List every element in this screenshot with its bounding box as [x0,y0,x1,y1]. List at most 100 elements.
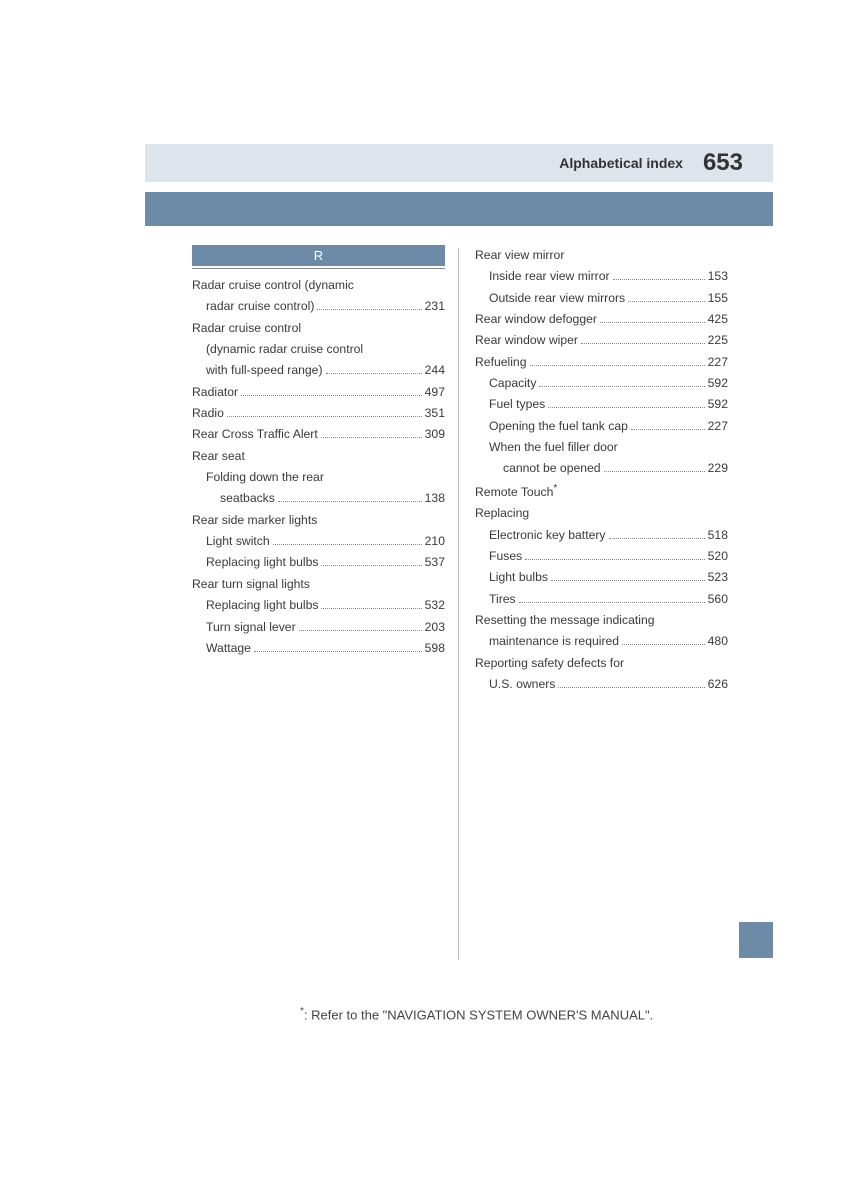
index-entry-label: Refueling [475,352,527,373]
index-entry-page: 227 [708,416,728,437]
index-entry-label: Radiator [192,382,238,403]
leader-dots [273,544,422,545]
leader-dots [317,309,421,310]
leader-dots [321,565,421,566]
index-entry-page: 229 [708,458,728,479]
index-entry-label: Outside rear view mirrors [489,288,625,309]
index-entry-label: (dynamic radar cruise control [206,339,363,360]
leader-dots [321,437,422,438]
index-entry-page: 231 [425,296,445,317]
index-entry: Folding down the rear [192,467,445,488]
index-entry: Light switch 210 [192,531,445,552]
index-entry-page: 210 [425,531,445,552]
index-entry-label: Replacing light bulbs [206,595,318,616]
index-entry-label: with full-speed range) [206,360,323,381]
index-entry-label: Light switch [206,531,270,552]
index-entry: Rear window defogger425 [475,309,728,330]
index-entry: with full-speed range) 244 [192,360,445,381]
content-columns: R Radar cruise control (dynamicradar cru… [192,245,728,695]
index-entry: maintenance is required480 [475,631,728,652]
page-container: Alphabetical index 653 R Radar cruise co… [0,0,848,1200]
index-entry-page: 244 [425,360,445,381]
index-entry: Fuel types592 [475,394,728,415]
index-entry-label: maintenance is required [489,631,619,652]
index-entry: Rear window wiper225 [475,330,728,351]
left-entries: Radar cruise control (dynamicradar cruis… [192,275,445,659]
index-entry-page: 518 [708,525,728,546]
leader-dots [227,416,422,417]
section-header-letter: R [192,245,445,266]
index-entry-label: Radio [192,403,224,424]
index-entry-label: Capacity [489,373,536,394]
index-entry-page: 592 [708,373,728,394]
index-entry-label: Rear Cross Traffic Alert [192,424,318,445]
index-entry-label: radar cruise control) [206,296,314,317]
leader-dots [321,608,421,609]
index-entry-label: Rear seat [192,446,245,467]
index-entry: Electronic key battery 518 [475,525,728,546]
leader-dots [241,395,422,396]
leader-dots [631,429,705,430]
index-entry: radar cruise control) 231 [192,296,445,317]
index-entry-label: Electronic key battery [489,525,606,546]
index-entry-label: Tires [489,589,516,610]
index-entry-label: Reporting safety defects for [475,653,624,674]
index-entry-page: 537 [425,552,445,573]
index-entry: Replacing light bulbs532 [192,595,445,616]
side-tab [739,922,773,958]
leader-dots [581,343,705,344]
index-entry-page: 598 [425,638,445,659]
index-entry-label: Resetting the message indicating [475,610,655,631]
index-entry-label: Replacing light bulbs [206,552,318,573]
index-entry-label: seatbacks [220,488,275,509]
leader-dots [254,651,422,652]
header-bar: Alphabetical index 653 [145,144,773,182]
index-entry-page: 497 [425,382,445,403]
leader-dots [551,580,705,581]
index-entry-label: U.S. owners [489,674,555,695]
index-entry-page: 425 [708,309,728,330]
index-entry: Replacing [475,503,728,524]
index-entry: Replacing light bulbs 537 [192,552,445,573]
index-entry-page: 351 [425,403,445,424]
index-entry-page: 227 [708,352,728,373]
index-entry-label: When the fuel filler door [489,437,618,458]
index-entry-label: Replacing [475,503,529,524]
leader-dots [548,407,704,408]
index-entry: Refueling 227 [475,352,728,373]
index-entry: Capacity 592 [475,373,728,394]
index-entry-label: Remote Touch* [475,480,557,503]
index-entry: Outside rear view mirrors155 [475,288,728,309]
index-entry-page: 309 [425,424,445,445]
section-underline [192,268,445,269]
index-entry-page: 523 [708,567,728,588]
index-entry: Wattage598 [192,638,445,659]
leader-dots [299,630,422,631]
index-entry: Remote Touch* [475,480,728,503]
index-entry: Rear Cross Traffic Alert 309 [192,424,445,445]
footnote: *: Refer to the "NAVIGATION SYSTEM OWNER… [300,1006,653,1022]
index-entry: Resetting the message indicating [475,610,728,631]
leader-dots [600,322,705,323]
index-entry-page: 592 [708,394,728,415]
index-entry: Radar cruise control [192,318,445,339]
leader-dots [278,501,422,502]
index-entry-label: Rear turn signal lights [192,574,310,595]
index-entry: Rear seat [192,446,445,467]
leader-dots [613,279,705,280]
index-entry-page: 225 [708,330,728,351]
leader-dots [539,386,704,387]
index-entry-label: Opening the fuel tank cap [489,416,628,437]
index-entry-label: Radar cruise control [192,318,301,339]
index-entry-page: 153 [708,266,728,287]
header-title: Alphabetical index [559,155,683,171]
footnote-text: : Refer to the "NAVIGATION SYSTEM OWNER'… [304,1007,653,1022]
leader-dots [609,538,705,539]
page-number: 653 [703,149,743,177]
leader-dots [530,365,705,366]
index-entry-label: cannot be opened [503,458,601,479]
index-entry-label: Radar cruise control (dynamic [192,275,354,296]
index-entry-page: 138 [425,488,445,509]
index-entry: Light bulbs523 [475,567,728,588]
index-entry: seatbacks 138 [192,488,445,509]
